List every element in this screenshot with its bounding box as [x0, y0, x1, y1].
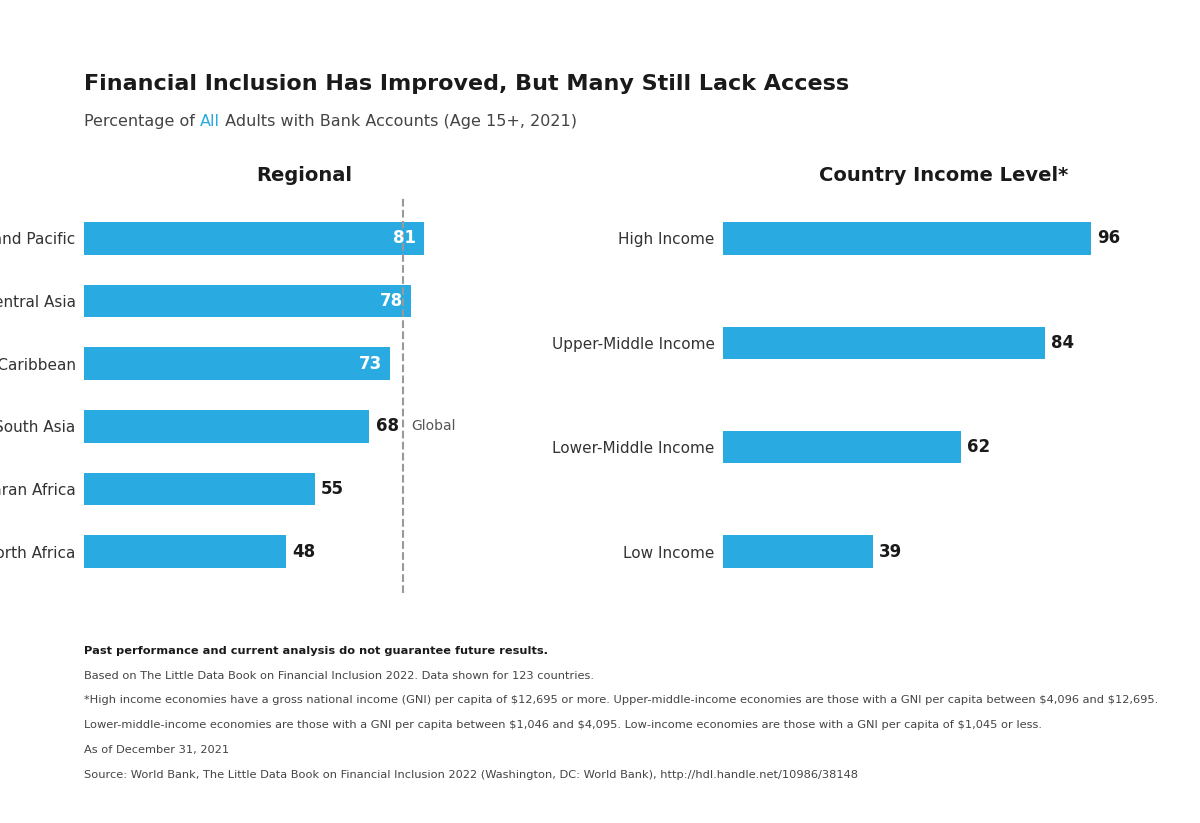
Text: Percentage of: Percentage of: [84, 114, 200, 128]
Text: All: All: [200, 114, 220, 128]
Text: Lower-middle-income economies are those with a GNI per capita between $1,046 and: Lower-middle-income economies are those …: [84, 720, 1042, 730]
Bar: [84, 285, 412, 318]
Text: 96: 96: [1097, 230, 1120, 247]
Bar: [724, 536, 872, 568]
Text: Adults with Bank Accounts (Age 15+, 2021): Adults with Bank Accounts (Age 15+, 2021…: [220, 114, 577, 128]
Text: 48: 48: [292, 543, 314, 560]
Text: Source: World Bank, The Little Data Book on Financial Inclusion 2022 (Washington: Source: World Bank, The Little Data Book…: [84, 770, 858, 779]
Text: 39: 39: [878, 543, 901, 560]
Text: 78: 78: [380, 292, 403, 310]
Title: Regional: Regional: [257, 166, 353, 185]
Text: 81: 81: [392, 230, 415, 247]
Text: *High income economies have a gross national income (GNI) per capita of $12,695 : *High income economies have a gross nati…: [84, 695, 1158, 705]
Text: 84: 84: [1051, 334, 1074, 352]
Text: Global: Global: [412, 420, 456, 434]
Bar: [84, 222, 424, 254]
Text: 73: 73: [359, 355, 382, 373]
Bar: [724, 327, 1045, 360]
Bar: [84, 536, 286, 568]
Text: 62: 62: [966, 438, 990, 456]
Text: Based on The Little Data Book on Financial Inclusion 2022. Data shown for 123 co: Based on The Little Data Book on Financi…: [84, 671, 594, 681]
Bar: [724, 430, 961, 463]
Bar: [724, 222, 1091, 254]
Text: Past performance and current analysis do not guarantee future results.: Past performance and current analysis do…: [84, 646, 548, 656]
Title: Country Income Level*: Country Income Level*: [818, 166, 1068, 185]
Bar: [84, 347, 390, 380]
Bar: [84, 472, 314, 505]
Text: 68: 68: [376, 417, 398, 435]
Text: As of December 31, 2021: As of December 31, 2021: [84, 745, 229, 755]
Bar: [84, 410, 370, 443]
Text: 55: 55: [322, 480, 344, 498]
Text: Financial Inclusion Has Improved, But Many Still Lack Access: Financial Inclusion Has Improved, But Ma…: [84, 74, 850, 94]
